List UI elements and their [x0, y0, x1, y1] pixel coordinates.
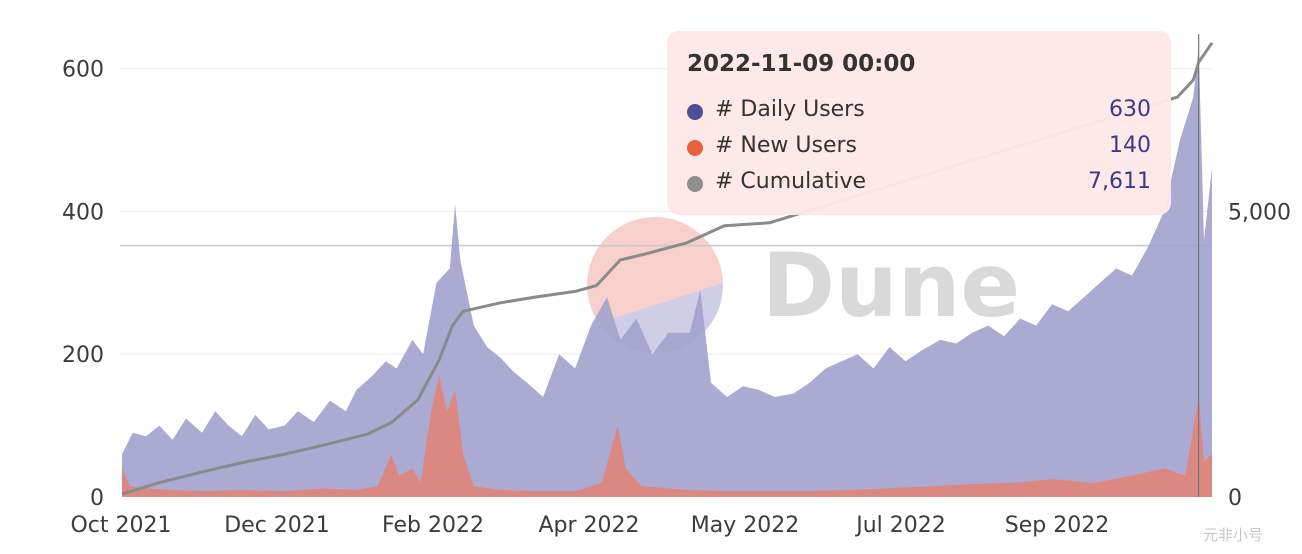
hover-tooltip: 2022-11-09 00:00 # Daily Users 630 # New… [667, 31, 1171, 215]
logo-circle-top [587, 217, 723, 327]
y-left-tick-label: 400 [62, 200, 104, 225]
tooltip-value: 7,611 [1088, 169, 1151, 194]
y-left-tick-label: 0 [90, 486, 104, 511]
series-lines [121, 34, 1214, 497]
x-tick-label: Sep 2022 [1005, 513, 1109, 538]
x-tick-label: May 2022 [691, 513, 799, 538]
y-left-tick-label: 600 [62, 58, 104, 83]
tooltip-row-cumulative: # Cumulative 7,611 [687, 169, 1151, 199]
y-right-tick-label: 0 [1228, 486, 1242, 511]
y-left-tick-label: 200 [62, 343, 104, 368]
x-tick-label: Apr 2022 [538, 513, 639, 538]
cumulative-dot-icon [687, 176, 703, 192]
x-tick-label: Jul 2022 [854, 513, 946, 538]
tooltip-title: 2022-11-09 00:00 [687, 51, 916, 77]
footer-watermark: 元非小号 [1203, 526, 1264, 544]
tooltip-value: 140 [1109, 133, 1151, 158]
x-tick-label: Dec 2021 [224, 513, 330, 538]
tooltip-row-daily-users: # Daily Users 630 [687, 97, 1151, 127]
axis-labels: 0 200 400 600 0 5,000 Oct 2021 Dec 2021 Feb 2022… [62, 58, 1291, 538]
tooltip-row-new-users: # New Users 140 [687, 133, 1151, 163]
tooltip-label: # Cumulative [715, 169, 866, 194]
tooltip-value: 630 [1109, 97, 1151, 122]
dune-logo: Dune [587, 217, 1020, 353]
line-series-cumulative [121, 42, 1214, 496]
series-areas [122, 47, 1212, 497]
new-users-dot-icon [687, 140, 703, 156]
tooltip-label: # Daily Users [715, 97, 865, 122]
logo-text: Dune [762, 234, 1020, 337]
x-tick-label: Oct 2021 [70, 513, 171, 538]
y-right-tick-label: 5,000 [1228, 200, 1291, 225]
x-tick-label: Feb 2022 [382, 513, 484, 538]
area-series--daily-users [122, 47, 1212, 497]
daily-users-dot-icon [687, 104, 703, 120]
tooltip-label: # New Users [715, 133, 858, 158]
area-series--new-users [122, 375, 1212, 497]
